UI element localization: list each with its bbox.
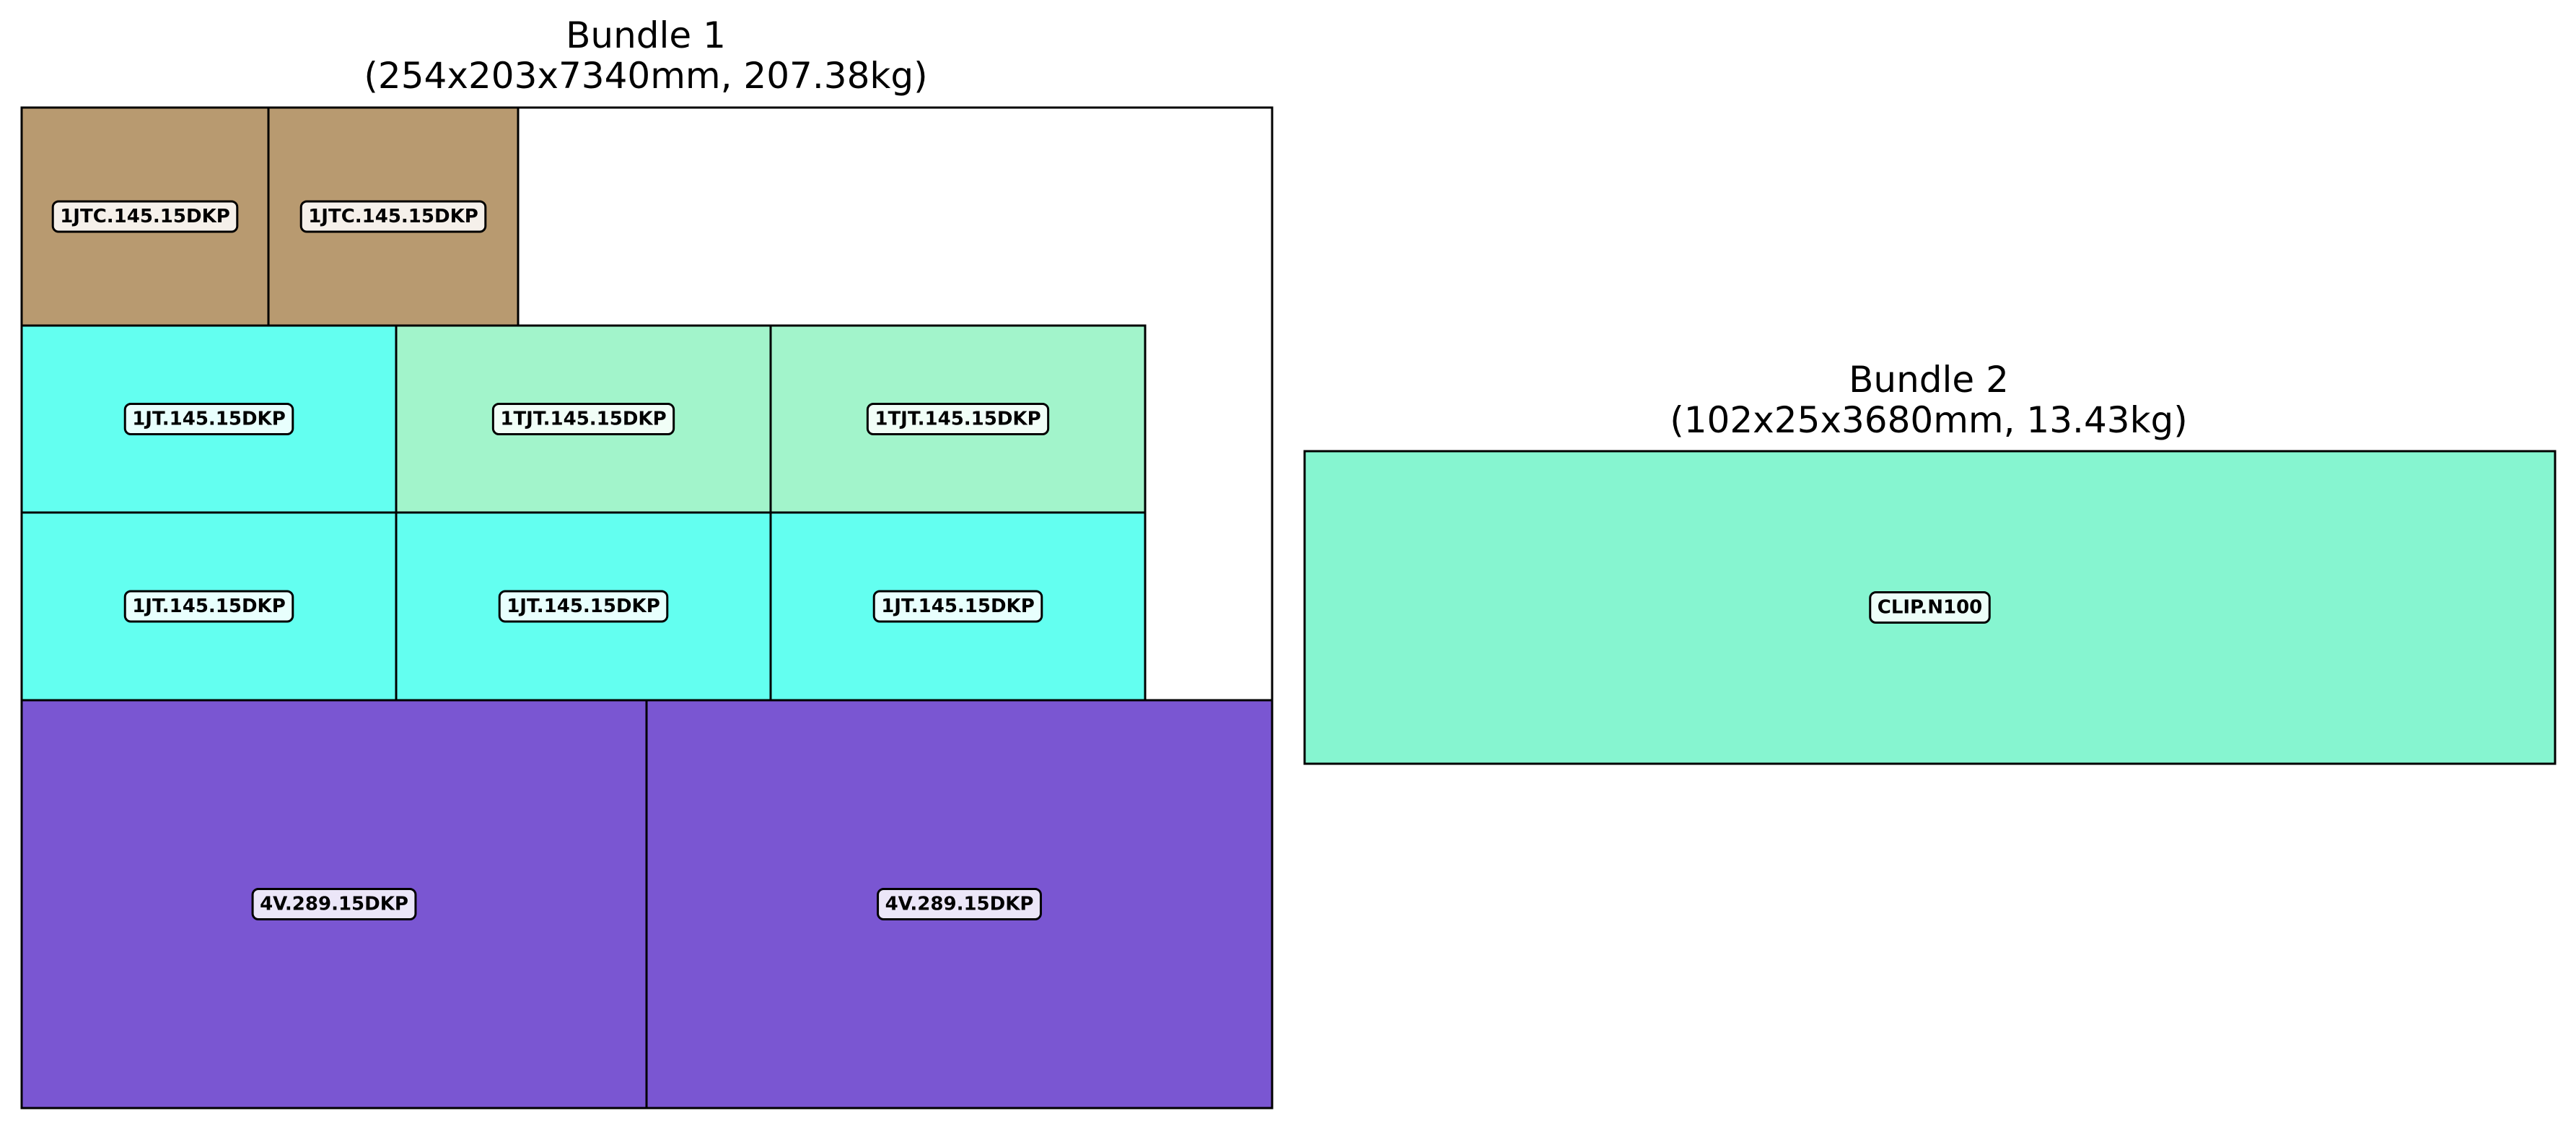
item-label-background (498, 590, 669, 623)
item-label: 4V.289.15DKP (260, 894, 408, 915)
bundle-1-item: 4V.289.15DKP (645, 699, 1274, 1110)
item-label-background (123, 590, 294, 623)
item-label-background (866, 403, 1050, 435)
item-label: 4V.289.15DKP (885, 894, 1034, 915)
item-label-background (251, 888, 417, 920)
bundle-2-title: Bundle 2 (1849, 359, 2009, 401)
bundle-1-item: 1JT.145.15DKP (20, 511, 398, 702)
item-label: 1TJT.145.15DKP (500, 409, 666, 430)
bundle-1-item: 4V.289.15DKP (20, 699, 648, 1110)
bundle-2-subtitle: (102x25x3680mm, 13.43kg) (1670, 399, 2188, 441)
item-label: CLIP.N100 (1878, 597, 1983, 619)
item-label: 1JT.145.15DKP (132, 409, 286, 430)
bundle-2-item: CLIP.N100 (1303, 450, 2557, 765)
bundle-1-item: 1JTC.145.15DKP (267, 106, 520, 327)
bundle-1: Bundle 1 (254x203x7340mm, 207.38kg) 1JTC… (20, 14, 1274, 1110)
item-label-background (1869, 591, 1991, 624)
item-label: 1TJT.145.15DKP (875, 409, 1041, 430)
item-label: 1JT.145.15DKP (132, 596, 286, 617)
bundle-1-item: 1JT.145.15DKP (395, 511, 772, 702)
item-label-background (123, 403, 294, 435)
bundle-2: Bundle 2 (102x25x3680mm, 13.43kg) CLIP.N… (1303, 359, 2557, 765)
item-label: 1JTC.145.15DKP (60, 206, 230, 227)
item-label-background (872, 590, 1043, 623)
bundle-1-subtitle: (254x203x7340mm, 207.38kg) (364, 55, 927, 97)
item-label: 1JT.145.15DKP (507, 596, 660, 617)
bundle-1-title: Bundle 1 (566, 14, 726, 56)
bundle-1-item: 1JT.145.15DKP (20, 324, 398, 514)
item-label-background (877, 888, 1042, 920)
bundle-1-item: 1JT.145.15DKP (769, 511, 1147, 702)
item-label: 1JT.145.15DKP (881, 596, 1035, 617)
item-label-background (299, 200, 487, 233)
bundle-1-item: 1JTC.145.15DKP (20, 106, 270, 327)
item-label: 1JTC.145.15DKP (308, 206, 478, 227)
item-label-background (491, 403, 675, 435)
item-label-background (51, 200, 239, 233)
bundle-1-item: 1TJT.145.15DKP (769, 324, 1147, 514)
bundle-1-item: 1TJT.145.15DKP (395, 324, 772, 514)
